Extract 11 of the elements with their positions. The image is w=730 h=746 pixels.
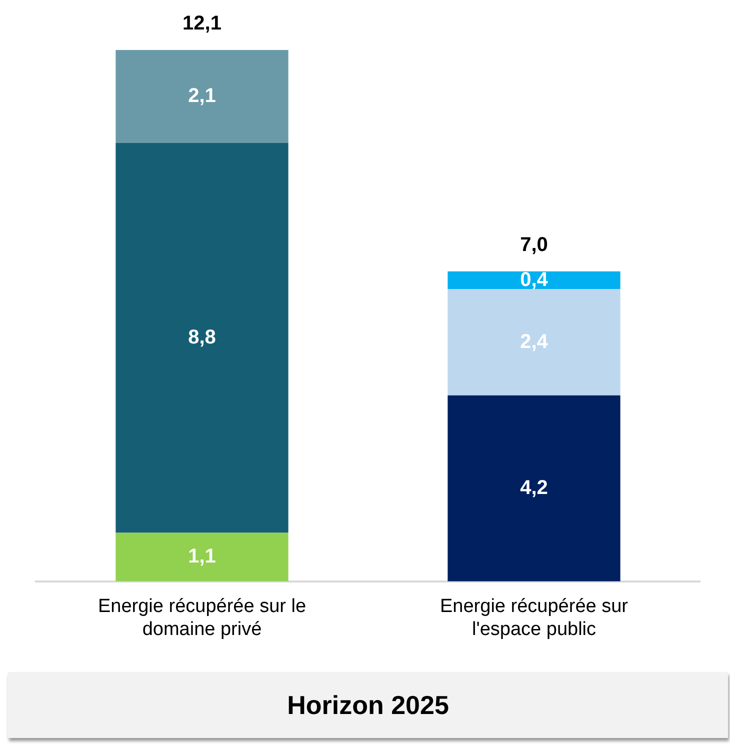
x-axis-title: Horizon 2025: [8, 672, 728, 738]
data-label: 2,1: [188, 85, 216, 108]
data-label: 1,1: [188, 546, 216, 568]
x-tick-label: Energie récupérée sur le domaine privé: [98, 596, 306, 640]
data-label: 8,8: [188, 326, 216, 348]
total-label: 12,1: [182, 12, 222, 35]
data-label: 4,2: [520, 476, 548, 499]
x-tick-label: Energie récupérée sur l'espace public: [440, 596, 629, 640]
data-label: 0,4: [520, 268, 549, 291]
total-label: 7,0: [520, 234, 548, 256]
data-label: 2,4: [520, 330, 549, 353]
